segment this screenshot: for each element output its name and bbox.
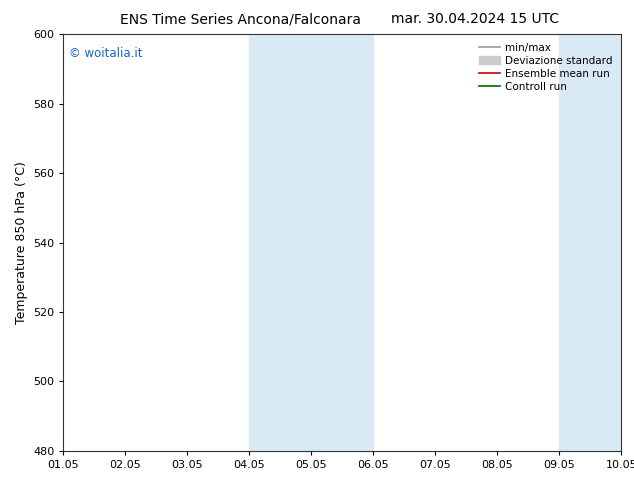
Bar bbox=[311, 34, 373, 451]
Bar bbox=[559, 34, 621, 451]
Text: ENS Time Series Ancona/Falconara: ENS Time Series Ancona/Falconara bbox=[120, 12, 361, 26]
Y-axis label: Temperature 850 hPa (°C): Temperature 850 hPa (°C) bbox=[15, 161, 27, 324]
Text: © woitalia.it: © woitalia.it bbox=[69, 47, 143, 60]
Legend: min/max, Deviazione standard, Ensemble mean run, Controll run: min/max, Deviazione standard, Ensemble m… bbox=[476, 40, 616, 95]
Text: mar. 30.04.2024 15 UTC: mar. 30.04.2024 15 UTC bbox=[391, 12, 560, 26]
Bar bbox=[249, 34, 311, 451]
